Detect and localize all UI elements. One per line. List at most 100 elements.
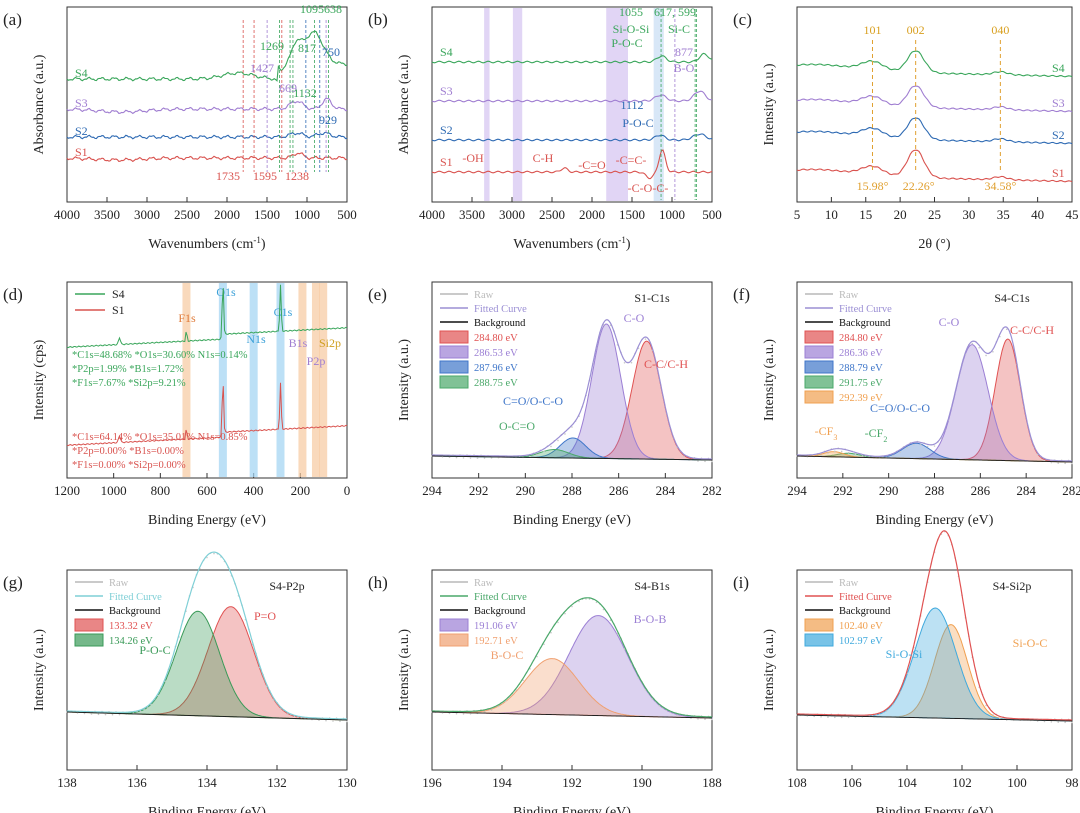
fitted-curve bbox=[797, 326, 1072, 462]
panel-label: (b) bbox=[368, 10, 388, 29]
band-annotation: -C=C- bbox=[616, 153, 647, 167]
legend-swatch bbox=[439, 633, 469, 647]
x-tick-label: 35 bbox=[997, 207, 1010, 222]
y-axis-label: Intensity (cps) bbox=[32, 339, 47, 420]
x-axis-label: Binding Energy (eV) bbox=[513, 805, 631, 813]
superscript: -1 bbox=[618, 235, 626, 245]
legend-label: Fitted Curve bbox=[839, 592, 892, 603]
x-tick-label: 5 bbox=[794, 207, 801, 222]
peak-hkl-label: 002 bbox=[907, 23, 925, 37]
raw-point bbox=[497, 705, 500, 708]
panel-label: (h) bbox=[368, 573, 388, 592]
x-tick-label: 288 bbox=[925, 483, 945, 498]
x-tick-label: 192 bbox=[562, 775, 582, 790]
raw-point bbox=[543, 643, 545, 646]
raw-point bbox=[854, 453, 857, 456]
raw-point bbox=[878, 713, 881, 716]
peak-annotation: 638 bbox=[324, 2, 342, 16]
legend-label: Fitted Curve bbox=[474, 592, 527, 603]
assignment-label: P=O bbox=[254, 609, 276, 623]
raw-point bbox=[644, 338, 647, 340]
x-tick-label: 20 bbox=[894, 207, 907, 222]
series-label: S3 bbox=[75, 96, 88, 110]
x-tick-label: 290 bbox=[516, 483, 536, 498]
raw-point bbox=[926, 445, 929, 448]
band-annotation: -OH bbox=[462, 151, 484, 165]
fitted-curve bbox=[67, 551, 347, 720]
raw-point bbox=[847, 451, 850, 454]
raw-point bbox=[97, 713, 100, 716]
series-label: S3 bbox=[440, 84, 453, 98]
x-tick-label: 106 bbox=[842, 775, 862, 790]
x-tick-label: 400 bbox=[244, 483, 264, 498]
x-tick-label: 190 bbox=[632, 775, 652, 790]
peak-annotation: 750 bbox=[322, 45, 340, 59]
raw-point bbox=[820, 454, 822, 457]
raw-point bbox=[213, 552, 215, 555]
peak-value-label: 34.58° bbox=[984, 179, 1016, 193]
y-axis-label: Absorbance (a.u.) bbox=[397, 54, 412, 154]
band-annotation: -C=O bbox=[578, 158, 606, 172]
paren: ) bbox=[261, 237, 266, 252]
legend-label: Background bbox=[839, 606, 891, 617]
x-tick-label: 294 bbox=[787, 483, 807, 498]
legend-label: Raw bbox=[474, 290, 494, 301]
raw-point bbox=[83, 712, 86, 715]
panel-label: (f) bbox=[733, 285, 750, 304]
raw-point bbox=[455, 456, 458, 459]
x-axis-label: Binding Energy (eV) bbox=[513, 513, 631, 528]
element-label: B1s bbox=[289, 336, 308, 350]
element-band bbox=[276, 283, 285, 477]
legend-label: 102.40 eV bbox=[839, 621, 883, 632]
raw-point bbox=[644, 689, 647, 691]
x-tick-label: 3000 bbox=[134, 207, 160, 222]
raw-point bbox=[286, 713, 289, 715]
legend-label: 191.06 eV bbox=[474, 621, 518, 632]
legend-swatch bbox=[74, 633, 104, 647]
fitted-curve bbox=[797, 530, 1072, 721]
raw-point bbox=[1071, 721, 1073, 724]
x-tick-label: 282 bbox=[702, 483, 722, 498]
y-axis-label: Intensity (a.u.) bbox=[762, 63, 777, 145]
assignment-label: -CF3 bbox=[815, 424, 838, 442]
element-band bbox=[218, 283, 227, 477]
series-label: S1 bbox=[440, 155, 453, 169]
composition-S4: *F1s=7.67% *Si2p=9.21% bbox=[72, 378, 186, 389]
x-tick-label: 4000 bbox=[419, 207, 445, 222]
x-tick-label: 2000 bbox=[579, 207, 605, 222]
peak-annotation: 1595 bbox=[253, 169, 277, 183]
assignment-label: C-C/C-H bbox=[1010, 323, 1054, 337]
fitted-curve bbox=[432, 597, 712, 718]
raw-point bbox=[448, 712, 451, 715]
assignment-band bbox=[606, 8, 628, 201]
x-axis-label: Binding Energy (eV) bbox=[148, 805, 266, 813]
x-tick-label: 104 bbox=[897, 775, 917, 790]
raw-point bbox=[840, 716, 843, 719]
x-tick-label: 292 bbox=[833, 483, 853, 498]
x-tick-label: 284 bbox=[1016, 483, 1036, 498]
y-axis-label: Intensity (a.u.) bbox=[762, 629, 777, 711]
composition-S4: *P2p=1.99% *B1s=1.72% bbox=[72, 364, 184, 375]
panel-b: (b) 4000 3500 3000 2500 2000 1500 1000 500 Wavenu… bbox=[368, 5, 722, 252]
series-line-S2 bbox=[66, 131, 348, 140]
x-tick-label: 45 bbox=[1066, 207, 1079, 222]
background-line bbox=[67, 711, 347, 721]
raw-point bbox=[578, 600, 580, 603]
raw-point bbox=[919, 443, 922, 446]
legend-label: 288.75 eV bbox=[474, 378, 518, 389]
legend-swatch bbox=[804, 633, 834, 647]
composition-S4: *C1s=48.68% *O1s=30.60% N1s=0.14% bbox=[72, 350, 248, 361]
raw-point bbox=[448, 456, 451, 459]
raw-point bbox=[104, 713, 107, 716]
raw-point bbox=[90, 713, 93, 715]
legend-label: Fitted Curve bbox=[839, 304, 892, 315]
fitted-curve bbox=[432, 319, 712, 460]
assignment-band bbox=[512, 8, 523, 201]
x-tick-label: 1200 bbox=[54, 483, 80, 498]
raw-point bbox=[840, 450, 843, 453]
series-line-S1 bbox=[66, 152, 348, 163]
assignment-label: C-C/C-H bbox=[644, 357, 688, 371]
panel-h: (h) 196 194 192 190 188 Binding Energy (eV) Int… bbox=[368, 569, 722, 813]
x-tick-label: 282 bbox=[1062, 483, 1080, 498]
x-tick-label: 102 bbox=[952, 775, 972, 790]
